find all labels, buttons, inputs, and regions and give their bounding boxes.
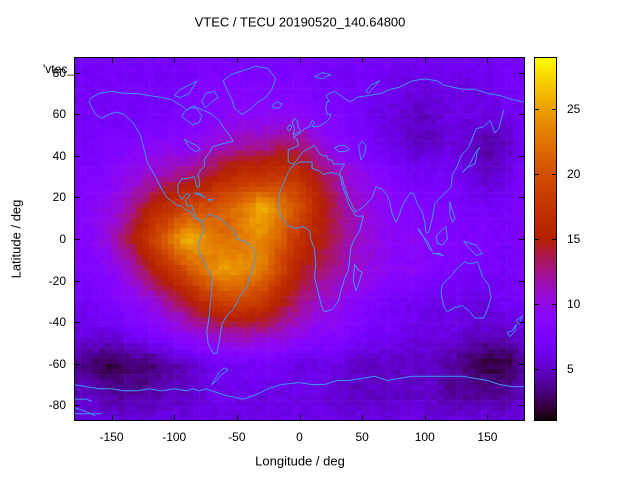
colorbar-tick-label: 15 bbox=[567, 232, 581, 246]
x-axis-label: Longitude / deg bbox=[255, 453, 345, 469]
key-title-label: 'vtec_ bbox=[43, 62, 74, 76]
y-tick-label: 40 bbox=[52, 148, 66, 163]
x-tick-label: 50 bbox=[355, 430, 369, 444]
x-tick-label: 0 bbox=[296, 430, 303, 444]
y-tick-label: -40 bbox=[48, 315, 66, 330]
x-tick-label: -50 bbox=[228, 430, 246, 444]
colorbar-tick-label: 25 bbox=[567, 102, 581, 116]
vtec-heatmap-canvas bbox=[74, 57, 525, 421]
colorbar-tick-label: 20 bbox=[567, 167, 581, 181]
y-tick-label: 60 bbox=[52, 107, 66, 122]
x-tick-label: 100 bbox=[414, 430, 435, 444]
y-tick-label: -80 bbox=[48, 398, 66, 413]
plot-title: VTEC / TECU 20190520_140.64800 bbox=[194, 14, 406, 30]
x-tick-label: -100 bbox=[162, 430, 187, 444]
y-axis-label: Latitude / deg bbox=[8, 199, 24, 279]
y-tick-label: 80 bbox=[52, 65, 66, 80]
colorbar-tick-label: 10 bbox=[567, 297, 581, 311]
y-tick-label: -60 bbox=[48, 356, 66, 371]
y-tick-label: 20 bbox=[52, 190, 66, 205]
colorbar-canvas bbox=[534, 57, 557, 421]
y-tick-label: -20 bbox=[48, 273, 66, 288]
y-tick-label: 0 bbox=[59, 232, 66, 246]
x-tick-label: -150 bbox=[99, 430, 124, 444]
colorbar-tick-label: 5 bbox=[567, 362, 574, 376]
x-tick-label: 150 bbox=[477, 430, 498, 444]
